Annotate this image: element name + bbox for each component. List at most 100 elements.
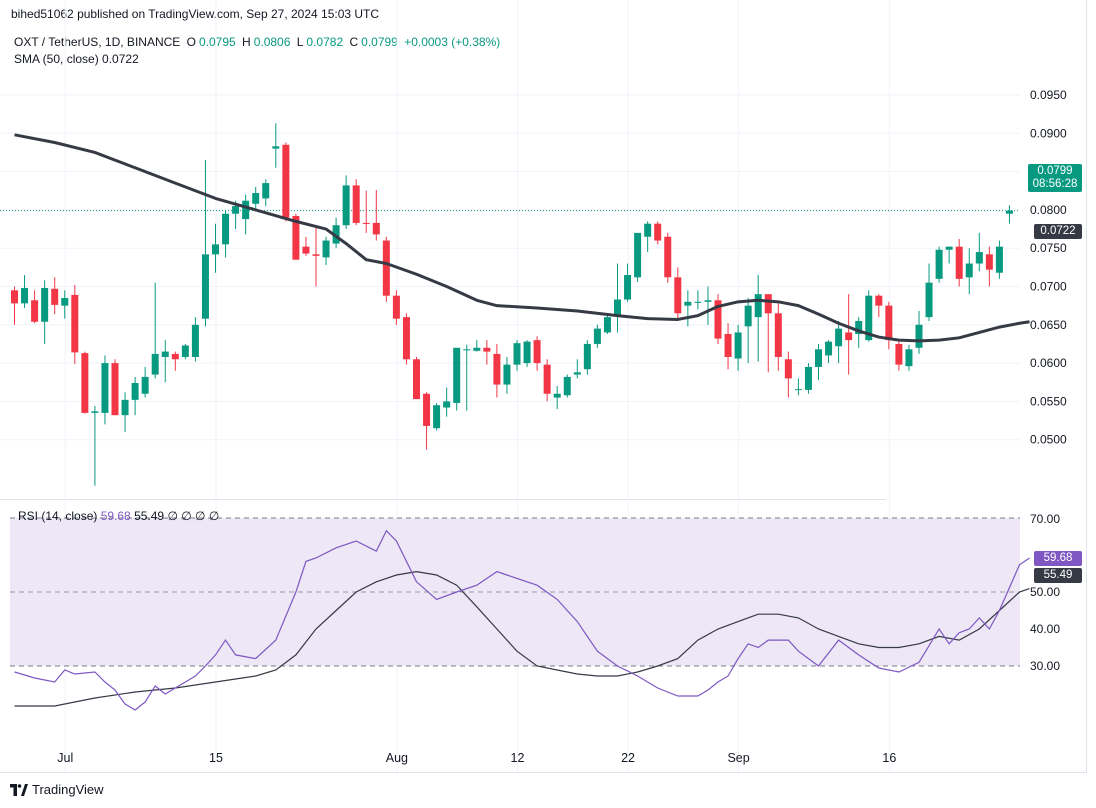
- candle-body: [593, 328, 601, 344]
- candle-body: [513, 343, 521, 365]
- candle-body: [11, 290, 18, 304]
- candle-body: [563, 376, 571, 396]
- candle-body: [212, 244, 219, 255]
- candle-body: [121, 399, 129, 416]
- candle-body: [664, 236, 672, 278]
- rsi-legend: RSI (14, close) 59.68 55.49 ∅ ∅ ∅ ∅: [18, 509, 219, 523]
- price-axis-tick: 0.0600: [1030, 356, 1067, 370]
- time-axis-tick: Aug: [386, 751, 408, 765]
- candle-body: [603, 317, 611, 333]
- candle-body: [332, 225, 340, 244]
- candle-body: [201, 254, 209, 319]
- candle-body: [141, 376, 149, 394]
- rsi-tag: 59.68: [1034, 551, 1082, 566]
- price-axis-tick: 0.0650: [1030, 318, 1067, 332]
- candle-body: [423, 393, 431, 426]
- sma-tag-value: 0.0722: [1040, 225, 1076, 237]
- candle-body: [694, 301, 702, 303]
- candle-body: [654, 223, 662, 241]
- candle-body: [845, 332, 853, 341]
- candle-body: [674, 277, 682, 314]
- candle-body: [714, 300, 722, 339]
- sma-legend: SMA (50, close) 0.0722: [14, 52, 139, 66]
- candle-body: [151, 353, 159, 375]
- last-price-value: 0.0799: [1037, 165, 1073, 177]
- candle-body: [875, 295, 883, 306]
- rsi-extra-3: ∅: [208, 509, 220, 523]
- candle-body: [31, 300, 39, 322]
- candle-body: [382, 240, 390, 296]
- candle-body: [965, 263, 973, 278]
- candle-body: [855, 320, 863, 334]
- open-value: 0.0795: [198, 35, 236, 49]
- candle-body: [312, 254, 320, 256]
- candle-body: [131, 383, 139, 400]
- candle-body: [503, 364, 511, 385]
- candle-body: [493, 353, 501, 385]
- candle-body: [684, 301, 692, 306]
- candle-body: [895, 343, 903, 365]
- rsi-extra-1: ∅: [181, 509, 192, 523]
- candle-body: [71, 294, 79, 353]
- candle-body: [825, 341, 833, 356]
- rsi-axis-tick: 30.00: [1030, 659, 1060, 673]
- open-label: O: [186, 35, 196, 49]
- candle-body: [252, 193, 260, 204]
- candle-body: [111, 363, 119, 416]
- candle-body: [41, 288, 49, 322]
- publish-credit: bihed51062 published on TradingView.com,…: [11, 7, 380, 21]
- price-axis-tick: 0.0500: [1030, 433, 1067, 447]
- price-axis-tick: 0.0800: [1030, 203, 1067, 217]
- candle-body: [91, 411, 99, 413]
- candle-body: [362, 222, 370, 224]
- candle-body: [413, 359, 420, 400]
- candle-body: [302, 246, 310, 254]
- candle-body: [905, 349, 913, 367]
- candle-body: [463, 349, 471, 351]
- candle-body: [885, 305, 893, 341]
- rsi-label: RSI (14, close): [18, 509, 98, 523]
- candle-body: [161, 351, 169, 357]
- candle-body: [634, 232, 642, 278]
- candle-body: [774, 313, 782, 357]
- candle-body: [181, 345, 189, 357]
- candle-body: [754, 294, 762, 318]
- candle-body: [945, 246, 953, 250]
- candle-body: [925, 282, 933, 318]
- high-value: 0.0806: [253, 35, 291, 49]
- candle-body: [764, 294, 772, 314]
- candle-body: [222, 213, 230, 245]
- close-value: 0.0799: [361, 35, 398, 49]
- time-axis-tick: Sep: [727, 751, 749, 765]
- candle-body: [443, 401, 451, 408]
- change-value: +0.0003 (+0.38%): [404, 35, 501, 49]
- rsi-axis-tick: 40.00: [1030, 622, 1060, 636]
- candle-body: [51, 288, 59, 305]
- sma-line: [14, 133, 1030, 343]
- candle-body: [392, 295, 400, 319]
- rsi-value: 59.68: [100, 509, 131, 523]
- candle-body: [322, 240, 330, 258]
- candle-body: [81, 353, 89, 413]
- candle-body: [242, 200, 250, 220]
- price-axis-tick: 0.0900: [1030, 126, 1067, 140]
- candle-body: [61, 297, 69, 306]
- tradingview-brand[interactable]: TradingView: [10, 782, 104, 797]
- candle-body: [644, 223, 652, 237]
- candle-body: [794, 389, 802, 391]
- price-axis-tick: 0.0550: [1030, 394, 1067, 408]
- time-axis-tick: 16: [882, 751, 896, 765]
- time-axis-tick: Jul: [57, 751, 73, 765]
- candle-body: [975, 252, 983, 264]
- sma-label: SMA (50, close): [14, 52, 99, 66]
- candle-body: [955, 246, 963, 279]
- candle-body: [583, 343, 591, 370]
- candle-body: [1005, 210, 1013, 214]
- candle-body: [835, 328, 843, 347]
- candle-body: [282, 144, 290, 218]
- candle-body: [915, 324, 923, 348]
- rsi-ma-line: [14, 570, 1030, 707]
- candle-body: [191, 324, 199, 357]
- price-axis-tick: 0.0950: [1030, 88, 1067, 102]
